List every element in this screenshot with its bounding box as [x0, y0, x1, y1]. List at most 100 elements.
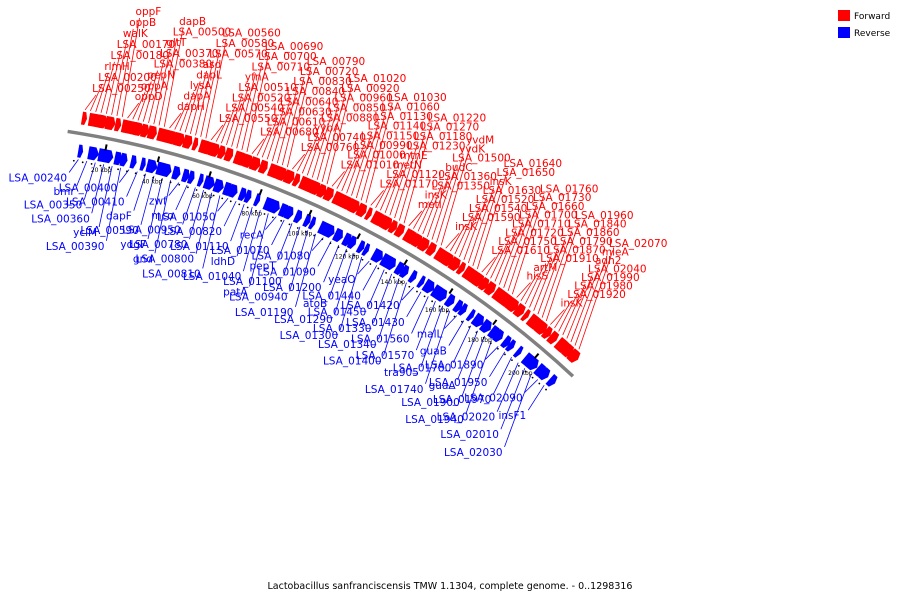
scale-tick-label: 140 kbp [381, 279, 406, 286]
legend: Forward Reverse [838, 10, 891, 39]
forward-gene-label: LSA_01990 [581, 272, 640, 284]
forward-gene-feature [298, 175, 307, 190]
forward-gene-label: LSA_00920 [341, 83, 400, 95]
leader-line [147, 177, 163, 240]
leader-line [326, 85, 353, 185]
reverse-gene-label: dapF [106, 211, 132, 223]
reverse-gene-label: LSA_01970 [433, 394, 492, 406]
leader-line [295, 233, 316, 308]
leader-line [289, 230, 309, 292]
scale-minor-dot [263, 213, 266, 215]
forward-gene-label: LSA_01170 [380, 178, 439, 190]
forward-gene-label: LSA_00570 [209, 48, 268, 60]
leader-line [383, 282, 407, 356]
reverse-gene-label: LSA_00800 [136, 254, 195, 266]
forward-gene-label: LSA_00680 [260, 127, 319, 139]
reverse-gene-feature [302, 213, 312, 228]
reverse-gene-label: LSA_01780 [393, 363, 452, 375]
leader-line [76, 160, 88, 187]
reverse-gene-feature [139, 157, 146, 171]
forward-gene-label: budC [445, 162, 472, 174]
reverse-gene-feature [171, 165, 181, 180]
leader-line [121, 17, 140, 118]
reverse-gene-feature [307, 216, 317, 230]
scale-minor-dot [460, 320, 463, 323]
leader-line [202, 195, 221, 269]
forward-gene-label: LSA_00630 [273, 106, 332, 118]
leader-line [384, 161, 405, 214]
forward-gene-label: LSA_02040 [588, 263, 647, 275]
reverse-gene-label: LSA_01090 [257, 266, 316, 278]
forward-gene-feature [387, 219, 398, 234]
reverse-gene-feature [537, 367, 551, 381]
reverse-gene-label: yclM [73, 227, 97, 239]
leader-line [507, 203, 538, 292]
forward-gene-label: LSA_01230 [407, 140, 466, 152]
leader-line [189, 189, 204, 240]
forward-gene-label: LSA_00510 [238, 82, 297, 94]
scale-tick-label: 180 kbp [467, 337, 492, 344]
forward-gene-label: LSA_01540 [469, 203, 528, 215]
leader-line [504, 373, 532, 447]
forward-gene-label: insK [490, 176, 513, 188]
scale-minor-dot [408, 285, 411, 288]
reverse-gene-label: recA [240, 230, 264, 242]
leader-line [276, 88, 298, 164]
reverse-gene-label: malL [417, 329, 443, 341]
leader-line [126, 171, 138, 197]
reverse-gene-label: ydgF [120, 239, 146, 251]
leader-line [375, 180, 391, 209]
caption: Lactobacillus sanfranciscensis TMW 1.130… [268, 581, 633, 592]
scale-minor-dot [496, 347, 499, 350]
forward-gene-feature [395, 224, 406, 238]
reverse-gene-feature [103, 149, 114, 164]
scale-tick [208, 171, 212, 178]
scale-tick-label: 80 kbp [241, 210, 262, 217]
scale-minor-dot [423, 295, 426, 298]
legend-reverse-label: Reverse [854, 29, 891, 39]
forward-gene-label: yvdM [466, 134, 494, 146]
scale-minor-dot [246, 206, 249, 209]
reverse-gene-feature [545, 374, 558, 387]
forward-gene-label: LSA_00960 [334, 93, 393, 105]
scale-minor-dot [438, 305, 441, 308]
reverse-gene-feature [129, 155, 137, 169]
leader-line [283, 226, 301, 276]
forward-gene-label: LSA_00540 [225, 103, 284, 115]
reverse-gene-feature [119, 152, 128, 167]
leader-line [398, 133, 426, 221]
leader-line [458, 205, 481, 258]
forward-gene-label: dapA [183, 91, 211, 103]
leader-line [379, 171, 398, 211]
forward-gene-label: LSA_00790 [307, 56, 366, 68]
reverse-gene-label: LSA_01340 [318, 339, 377, 351]
forward-gene-feature [175, 132, 185, 147]
scale-minor-dot [504, 353, 506, 356]
leader-line [137, 81, 152, 121]
reverse-gene-label: bmr [54, 186, 76, 198]
forward-gene-label: LSA_01840 [568, 219, 627, 231]
reverse-gene-label: gnd [133, 253, 153, 265]
reverse-gene-label: LSA_01070 [211, 245, 270, 257]
forward-gene-label: LSA_01220 [428, 112, 487, 124]
leader-line [281, 78, 305, 166]
reverse-gene-label: LSA_00360 [31, 213, 90, 225]
reverse-gene-feature [361, 243, 371, 257]
forward-gene-feature [485, 282, 497, 296]
leader-line [516, 282, 531, 298]
leader-line [406, 291, 422, 317]
forward-gene-feature [548, 332, 560, 345]
leader-line [365, 103, 393, 203]
leader-line [265, 216, 277, 230]
leader-line [132, 92, 146, 120]
forward-gene-feature [520, 309, 531, 322]
reverse-gene-feature [331, 227, 343, 243]
forward-gene-label: LSA_01000 [347, 150, 406, 162]
gene-features [77, 111, 581, 387]
forward-gene-feature [455, 261, 467, 275]
leader-line [440, 146, 471, 246]
leader-line [562, 283, 586, 336]
reverse-gene-label: LSA_00780 [129, 239, 188, 251]
reverse-gene-feature [355, 240, 366, 254]
forward-gene-label: yvdK [459, 144, 486, 156]
